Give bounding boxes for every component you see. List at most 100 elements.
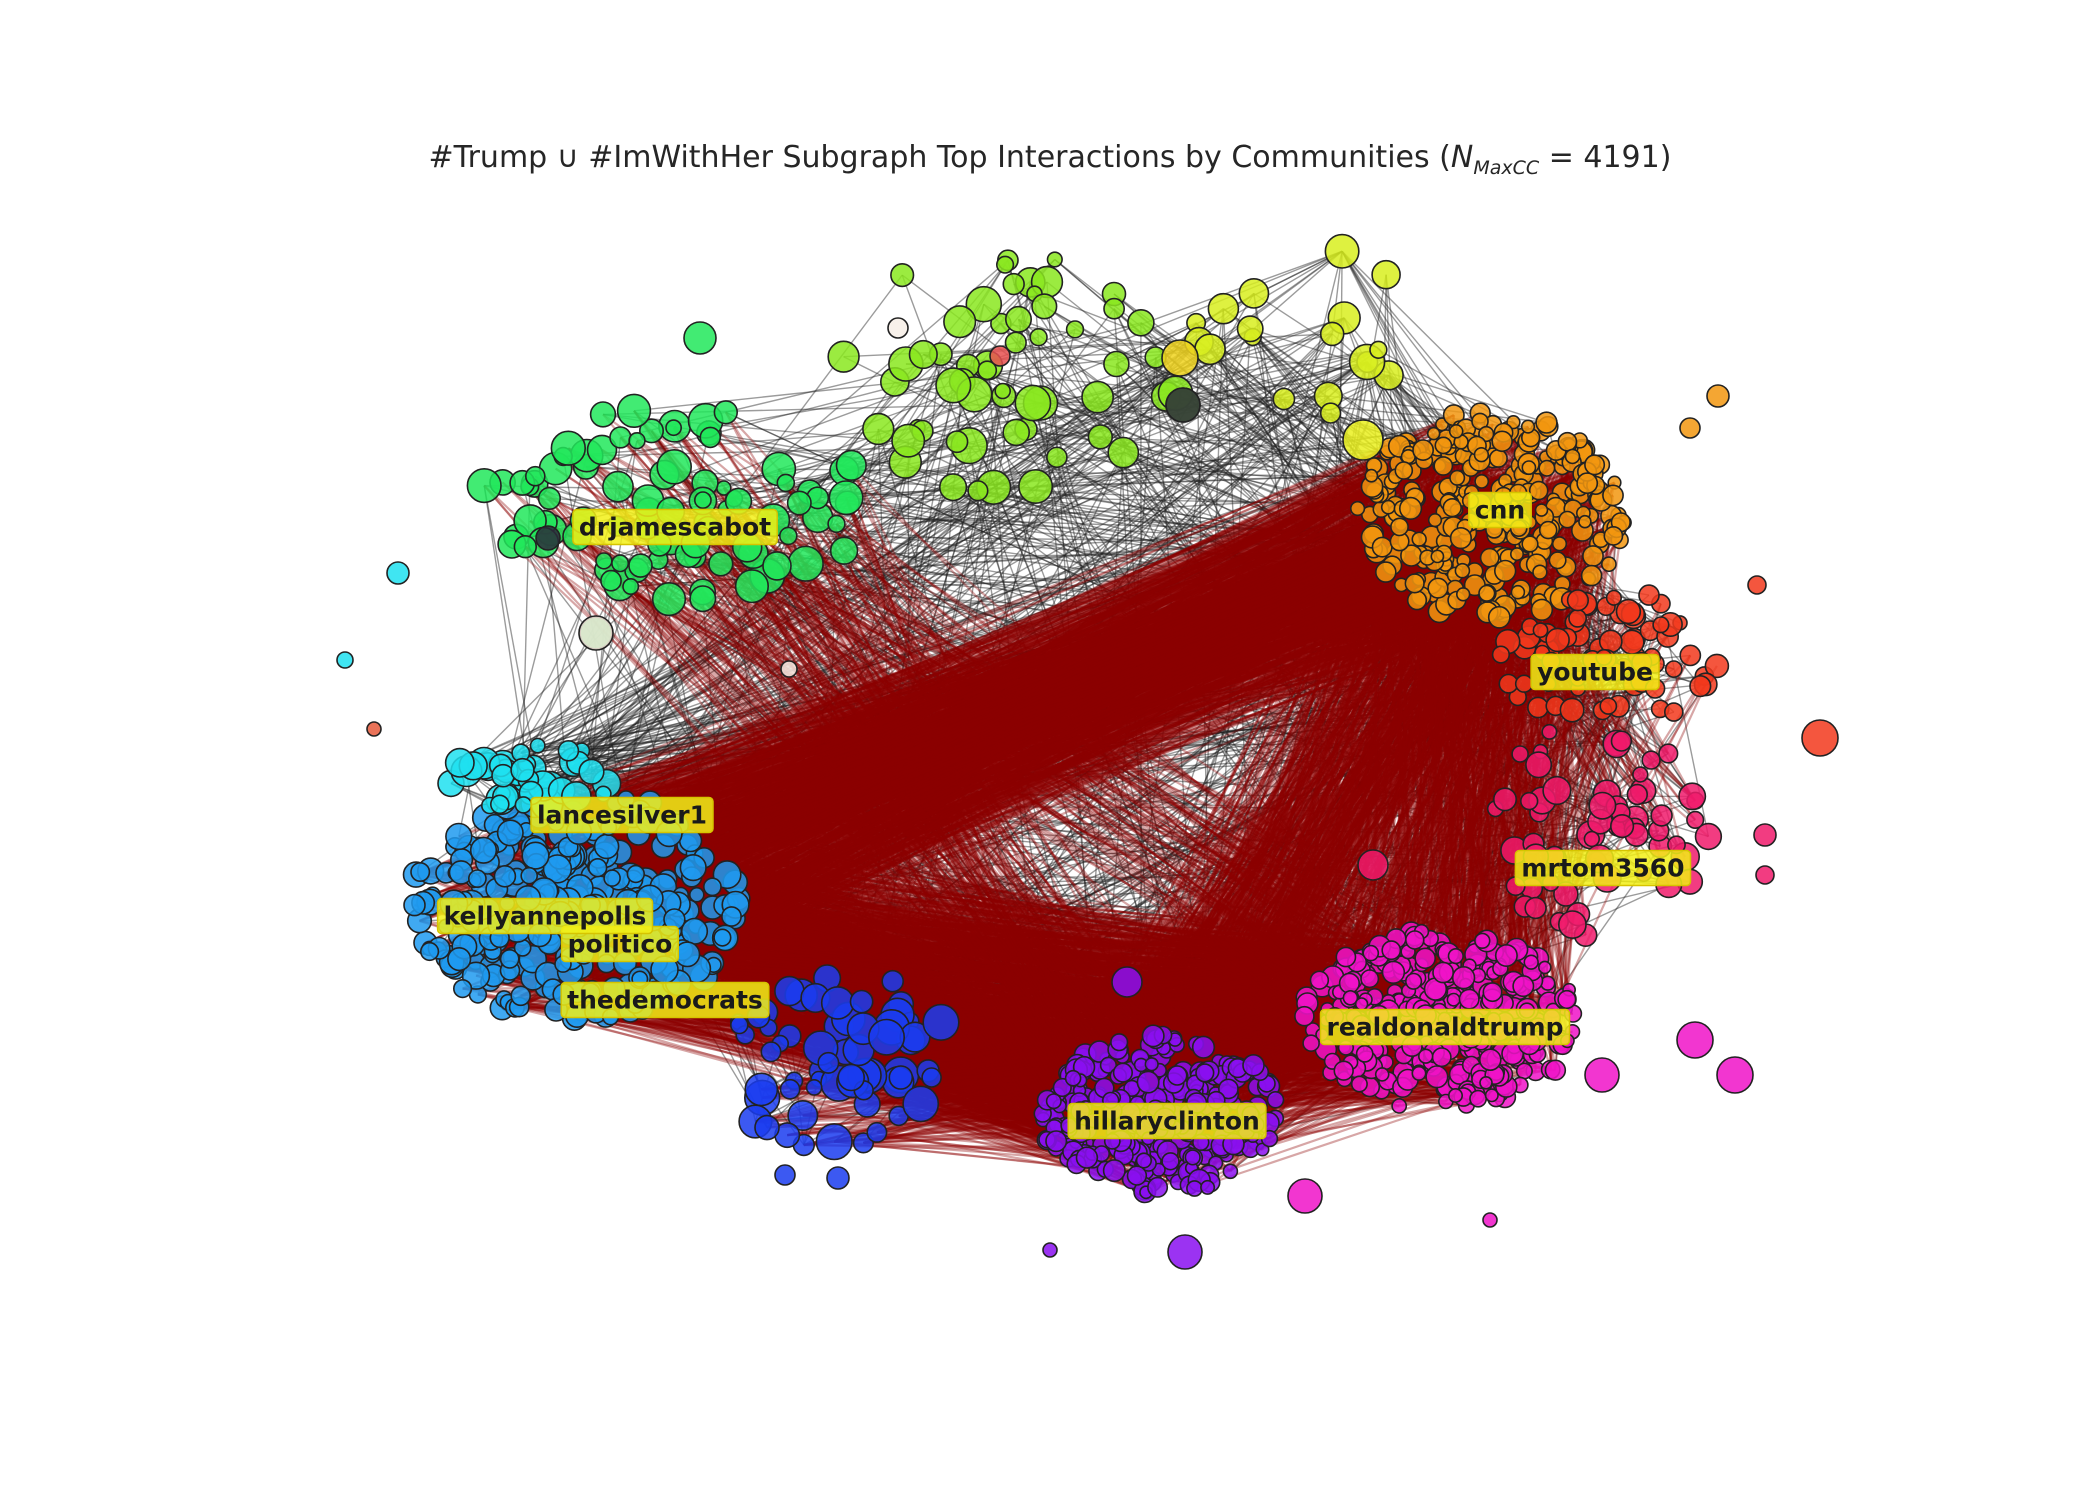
edge-strong-428 (581, 444, 1478, 906)
edge-strong-26 (649, 573, 1495, 900)
edge-strong-486 (686, 464, 1440, 956)
edge-strong-777 (570, 491, 1525, 906)
edge-strong-578 (712, 420, 1481, 909)
edge-strong-833 (568, 563, 1445, 859)
edge-weak-718 (602, 413, 1412, 491)
edge-weak-126 (573, 600, 1539, 763)
edge-weak-11 (1221, 665, 1625, 1136)
edge-strong-85 (677, 535, 1433, 943)
edge-weak-981 (1154, 357, 1207, 1143)
edge-weak-292 (923, 341, 1200, 356)
edge-strong-531 (535, 494, 1517, 857)
edge-weak-916 (793, 603, 1586, 1082)
edge-weak-744 (483, 557, 1490, 764)
edge-weak-306 (793, 293, 1255, 1082)
edge-weak-440 (814, 497, 1418, 999)
edge-strong-443 (696, 556, 1428, 970)
edge-strong-270 (724, 462, 1475, 939)
edge-weak-778 (800, 333, 1333, 996)
edge-weak-387 (505, 455, 588, 772)
edge-strong-813 (550, 554, 1500, 892)
edge-weak-868 (502, 660, 1552, 795)
edge-weak-2 (1228, 361, 1368, 1095)
edge-strong-780 (629, 441, 1469, 878)
edge-weak-1057 (628, 548, 1374, 1010)
edge-weak-151 (847, 502, 1420, 540)
edge-weak-810 (952, 487, 1105, 1089)
edge-strong-790 (591, 517, 1489, 878)
edge-strong-20 (642, 459, 1481, 889)
edge-strong-45 (577, 451, 1388, 914)
edge-weak-75 (576, 656, 1653, 962)
edge-weak-599 (1522, 641, 1612, 987)
edge-weak-352 (636, 569, 1118, 1133)
edge-weak-805 (1054, 258, 1622, 742)
edge-strong-84 (734, 511, 1505, 920)
edge-weak-765 (789, 603, 1586, 992)
edge-strong-467 (590, 491, 1387, 907)
edge-strong-401 (613, 555, 1438, 990)
edge-strong-327 (619, 611, 1488, 854)
edge-strong-83 (555, 526, 1466, 824)
edge-strong-567 (650, 479, 1506, 939)
edge-weak-784 (910, 553, 1518, 1041)
edge-weak-192 (1032, 402, 1252, 1149)
edge-weak-165 (952, 486, 1637, 836)
edge-strong-434 (552, 461, 1594, 872)
edge-weak-350 (1252, 336, 1561, 1044)
edge-weak-1001 (1306, 317, 1345, 1004)
edge-weak-394 (1223, 564, 1446, 1144)
edge-weak-891 (702, 598, 739, 1022)
edge-weak-682 (725, 508, 1149, 1083)
edge-strong-395 (625, 599, 1418, 801)
edge-weak-217 (466, 500, 1500, 772)
edge-weak-482 (801, 885, 1516, 996)
edge-weak-670 (539, 687, 1579, 818)
edge-weak-604 (708, 527, 1609, 707)
edge-weak-837 (473, 765, 1690, 883)
edge-strong-814 (597, 473, 1514, 869)
edge-weak-655 (923, 353, 1380, 495)
edge-weak-525 (472, 349, 1379, 767)
edge-strong-396 (684, 573, 1495, 871)
edge-weak-843 (1327, 395, 1449, 1028)
edge-strong-390 (458, 423, 1443, 838)
edge-weak-293 (568, 740, 1622, 752)
edge-strong-37 (662, 464, 1440, 847)
edge-strong-817 (605, 467, 1472, 926)
edge-strong-377 (640, 507, 1514, 984)
edge-strong-69 (568, 490, 1466, 859)
edge-strong-682 (718, 498, 1450, 939)
edge-strong-356 (695, 569, 1476, 928)
edge-strong-198 (631, 526, 1496, 884)
edge-weak-311 (1222, 308, 1263, 1122)
edge-strong-331 (629, 504, 1512, 1012)
edge-strong-5 (499, 462, 1530, 939)
edge-strong-107 (492, 595, 1500, 927)
edge-strong-248 (634, 531, 1549, 879)
edge-strong-649 (614, 519, 1436, 805)
edge-weak-99 (858, 1029, 1313, 1051)
edge-strong-336 (573, 508, 1457, 869)
edge-weak-302 (489, 605, 1505, 807)
edge-weak-344 (633, 687, 1656, 815)
edge-strong-325 (696, 441, 1469, 896)
edge-strong-283 (638, 480, 1393, 979)
edge-weak-586 (639, 543, 1469, 979)
edge-weak-201 (680, 525, 1454, 1001)
edge-strong-207 (734, 498, 1463, 920)
edge-weak-1017 (1394, 536, 1545, 993)
edge-strong-91 (552, 597, 1562, 991)
edge-weak-902 (591, 653, 1501, 773)
edge-strong-21 (535, 493, 1517, 850)
edge-weak-412 (866, 336, 1254, 1105)
edge-strong-298 (713, 574, 1495, 966)
edge-weak-639 (576, 535, 1429, 982)
edge-strong-509 (576, 577, 1590, 993)
edge-strong-126 (640, 445, 1401, 983)
edge-weak-756 (459, 665, 1624, 764)
edge-strong-508 (535, 412, 1481, 850)
edge-strong-234 (721, 443, 1482, 939)
edge-strong-95 (454, 503, 1481, 848)
edge-strong-792 (663, 556, 1491, 848)
